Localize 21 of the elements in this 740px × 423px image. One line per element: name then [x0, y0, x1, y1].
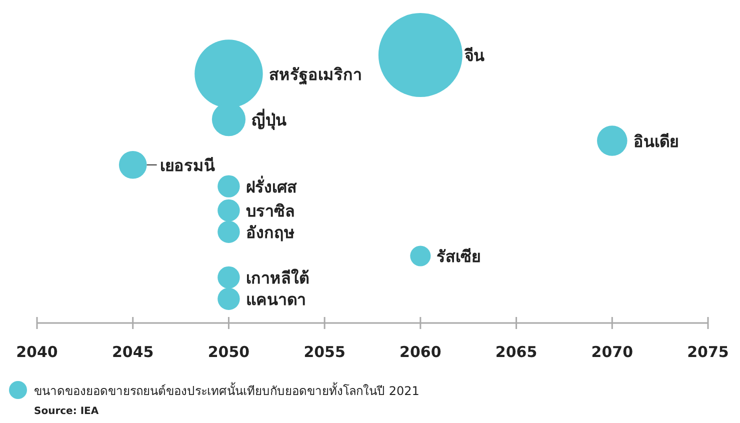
source-note: Source: IEA [34, 406, 99, 417]
annotation: เยอรมนี [160, 156, 215, 175]
annotation: อังกฤษ [246, 222, 295, 242]
annotation: ญี่ปุ่น [252, 108, 287, 130]
x-tick-label: 2060 [400, 343, 442, 361]
x-tick-label: 2075 [687, 343, 729, 361]
x-tick-label: 2045 [112, 343, 154, 361]
x-tick-label: 2065 [495, 343, 538, 361]
text: ขนาดของยอดขายรถยนต์ของประเทศนั้นเทียบกับยอดขายทั้งโลกในปี 2021 [34, 382, 420, 398]
annotation: สหรัฐอเมริกา [268, 64, 362, 85]
annotation: อินเดีย [633, 132, 678, 151]
x-tick-label: 2055 [304, 343, 346, 361]
annotation: ฝรั่งเศส [246, 175, 297, 196]
x-tick-label: 2070 [591, 343, 634, 361]
annotation: จีน [463, 46, 484, 65]
annotation: เกาหลีใต้ [246, 268, 309, 288]
annotation: แคนาดา [246, 290, 306, 309]
x-tick-label: 2040 [16, 343, 58, 361]
annotation: รัสเซีย [436, 247, 481, 266]
x-tick-label: 2050 [208, 343, 250, 361]
annotation: บราซิล [246, 201, 295, 220]
